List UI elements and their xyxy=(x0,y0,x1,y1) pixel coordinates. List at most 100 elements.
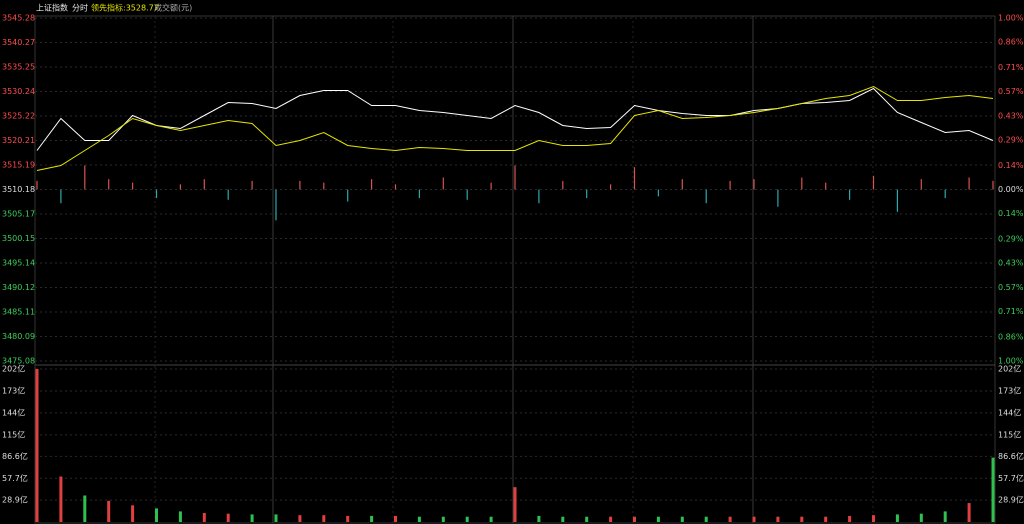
y-tick-label: 86.6亿 xyxy=(2,451,28,461)
y2-tick-label: 0.14% xyxy=(998,161,1024,170)
y-tick-label: 3545.28 xyxy=(2,14,35,23)
y2-tick-label: 0.14% xyxy=(998,209,1024,218)
y-tick-label: 3485.11 xyxy=(2,307,35,316)
change-bar xyxy=(753,179,755,190)
volume-bar xyxy=(585,516,589,522)
volume-bar xyxy=(776,516,780,522)
y-tick-label: 202亿 xyxy=(2,364,25,374)
volume-bar xyxy=(991,457,995,522)
y-tick-label: 115亿 xyxy=(2,429,25,439)
change-bar xyxy=(968,177,970,190)
y2-tick-label: 0.29% xyxy=(998,235,1024,244)
volume-bar xyxy=(370,515,374,522)
frame xyxy=(34,15,996,524)
volume-bar xyxy=(489,516,493,522)
y-tick-label: 3530.24 xyxy=(2,87,35,96)
change-bar xyxy=(657,189,659,197)
change-bar xyxy=(466,189,468,200)
y-tick-label: 3540.27 xyxy=(2,38,35,47)
volume-bar xyxy=(274,514,278,522)
y-tick-label: 3500.15 xyxy=(2,234,35,243)
volume-bar xyxy=(417,516,421,522)
y-tick-label: 3480.09 xyxy=(2,332,35,341)
y2-tick-label: 0.43% xyxy=(998,111,1024,120)
volume-bar xyxy=(752,516,756,522)
y2-tick-label: 0.71% xyxy=(998,307,1024,316)
volume-bar xyxy=(178,511,182,522)
change-bar xyxy=(418,189,420,199)
y2-tick-label: 202亿 xyxy=(998,364,1021,374)
volume-bar xyxy=(609,516,613,522)
volume-bar xyxy=(465,516,469,522)
volume-bar xyxy=(83,495,87,522)
y2-tick-label: 115亿 xyxy=(998,429,1021,439)
y2-tick-label: 1.00% xyxy=(998,14,1024,23)
volume-bar xyxy=(35,369,39,522)
change-bar xyxy=(801,177,803,190)
volume-bar xyxy=(513,487,517,522)
y2-tick-label: 0.57% xyxy=(998,87,1024,96)
y2-tick-label: 1.00% xyxy=(998,357,1024,366)
change-bar xyxy=(825,182,827,190)
volume-bar xyxy=(872,515,875,522)
volume-bar xyxy=(656,516,660,522)
change-bar xyxy=(920,179,922,190)
volume-bar xyxy=(537,515,541,522)
volume-bar xyxy=(107,500,111,522)
change-bar xyxy=(992,180,994,190)
volume-label: 成交额(元) xyxy=(154,3,192,13)
change-bar xyxy=(36,180,38,190)
change-bar xyxy=(705,189,707,204)
change-bar xyxy=(610,184,612,190)
y2-tick-label: 173亿 xyxy=(998,385,1021,395)
change-bar xyxy=(538,189,540,204)
y-tick-label: 173亿 xyxy=(2,385,25,395)
change-bar xyxy=(203,179,205,190)
volume-bar xyxy=(202,512,206,522)
volume-bar xyxy=(394,515,397,522)
volume-bar xyxy=(155,508,158,522)
change-bar xyxy=(586,189,588,199)
change-bar xyxy=(849,189,851,200)
chart-title: 上证指数 xyxy=(36,3,68,13)
change-bar xyxy=(251,180,253,190)
change-bar xyxy=(490,182,492,190)
volume-bar xyxy=(59,476,63,522)
y2-tick-label: 0.57% xyxy=(998,283,1024,292)
y-tick-label: 144亿 xyxy=(2,407,25,417)
volume-bar xyxy=(298,515,302,522)
y-tick-label: 3490.12 xyxy=(2,283,35,292)
volume-bar xyxy=(704,516,708,522)
change-bar xyxy=(896,189,898,212)
y2-tick-label: 0.86% xyxy=(998,38,1024,47)
y2-tick-label: 0.00% xyxy=(998,185,1024,194)
y-tick-label: 28.9亿 xyxy=(2,495,28,505)
volume-bar xyxy=(800,516,804,522)
change-bar xyxy=(633,167,636,190)
period-tab[interactable]: 分时 xyxy=(72,3,88,13)
volume-bar xyxy=(131,505,135,522)
change-bar xyxy=(227,189,229,200)
change-bar xyxy=(514,165,516,190)
volume-bar xyxy=(680,516,684,522)
y2-tick-label: 28.9亿 xyxy=(998,495,1024,505)
volume-bar xyxy=(226,513,230,522)
change-bar xyxy=(132,182,134,190)
change-bar xyxy=(179,184,181,190)
y-tick-label: 3505.17 xyxy=(2,209,35,218)
change-bar xyxy=(944,189,946,199)
volume-bar xyxy=(322,515,326,522)
y-tick-label: 57.7亿 xyxy=(2,473,28,483)
change-bar xyxy=(275,189,277,221)
y2-tick-label: 0.43% xyxy=(998,259,1024,268)
y-tick-label: 3525.22 xyxy=(2,112,35,121)
change-bar xyxy=(84,165,86,190)
y-tick-label: 3535.25 xyxy=(2,63,35,72)
y-tick-label: 3475.08 xyxy=(2,357,35,366)
volume-bar xyxy=(250,514,254,522)
volume-bar xyxy=(824,516,828,522)
change-bar xyxy=(777,189,779,207)
y2-tick-label: 57.7亿 xyxy=(998,473,1024,483)
price-line xyxy=(36,85,994,171)
